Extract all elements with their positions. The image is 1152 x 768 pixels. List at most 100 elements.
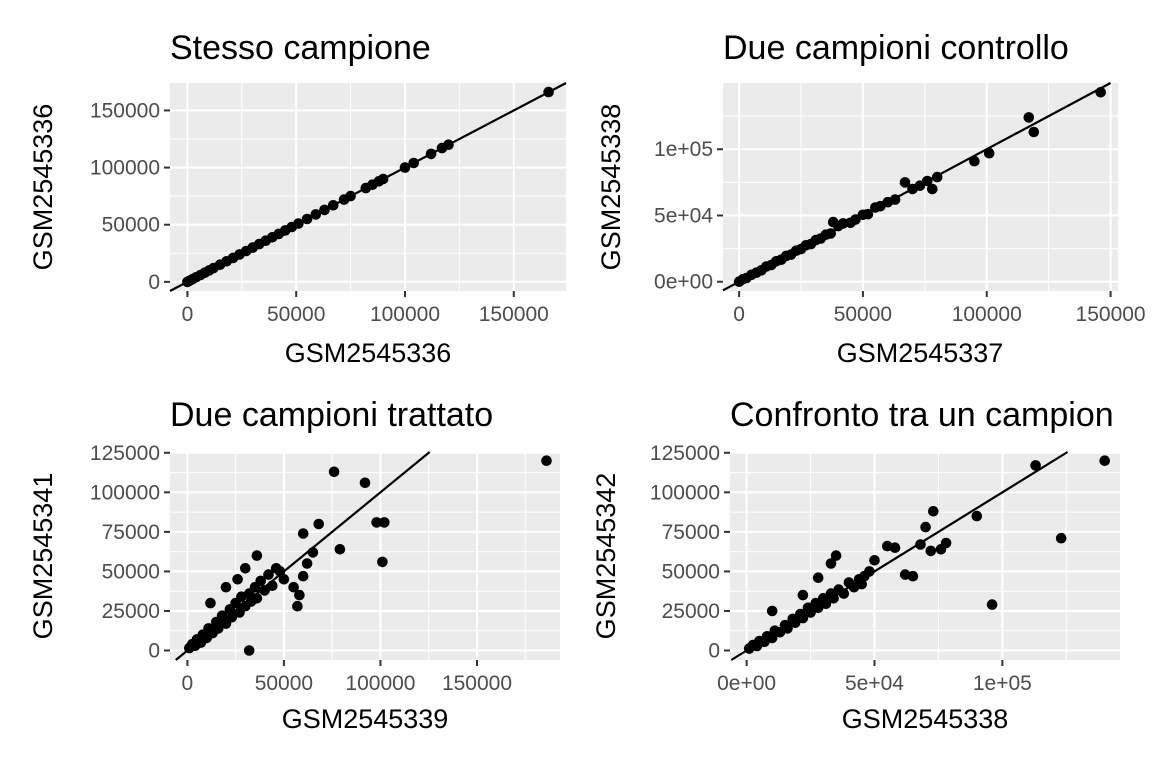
x-axis-ticks: 0e+00 5e+04 1e+05 — [717, 660, 1032, 695]
x-tick-label: 150000 — [479, 303, 549, 326]
y-tick-label: 100000 — [90, 157, 160, 180]
data-point — [820, 598, 832, 610]
data-points — [722, 82, 1112, 292]
y-tick-label: 1e+05 — [654, 138, 713, 161]
y-axis-ticks: 0 25000 50000 75000 100000 125000 — [90, 442, 170, 663]
x-axis-title: GSM2545337 — [837, 338, 1004, 368]
data-point — [797, 612, 809, 624]
data-point — [216, 610, 228, 621]
y-tick-label: 25000 — [102, 600, 160, 623]
data-point — [328, 466, 340, 478]
x-tick-label: 0 — [182, 303, 194, 326]
y-tick-label: 0 — [708, 640, 720, 663]
reference-line — [175, 451, 431, 661]
x-tick-label: 1e+05 — [973, 672, 1032, 695]
data-points — [169, 82, 567, 292]
data-point — [297, 570, 309, 582]
data-point — [243, 645, 255, 656]
x-axis-title: GSM2545339 — [282, 704, 449, 734]
y-tick-label: 100000 — [90, 481, 160, 504]
x-tick-label: 150000 — [1076, 303, 1146, 326]
panel-stesso-campione: Stesso campione 0 50000 100000 150000 0 5000… — [28, 29, 567, 368]
data-point — [797, 589, 809, 601]
x-axis-ticks: 0 50000 100000 150000 — [733, 291, 1146, 326]
data-point — [292, 600, 303, 612]
data-point — [251, 550, 263, 561]
data-point — [830, 550, 842, 561]
x-tick-label: 100000 — [345, 672, 415, 695]
y-tick-label: 25000 — [662, 600, 720, 623]
data-point — [920, 521, 931, 533]
y-axis-title: GSM2545341 — [28, 473, 58, 640]
y-axis-ticks: 0 25000 50000 75000 100000 125000 — [650, 442, 730, 663]
x-tick-label: 100000 — [370, 303, 440, 326]
data-point — [379, 517, 390, 528]
reference-line — [722, 82, 1112, 292]
panel-title: Stesso campione — [170, 29, 431, 67]
data-point — [294, 589, 305, 601]
panel-confronto: Confronto tra un campion 0e+00 5e+04 1e+05… — [591, 396, 1120, 734]
data-point — [940, 537, 952, 549]
y-tick-label: 75000 — [662, 521, 720, 544]
x-tick-label: 50000 — [267, 303, 325, 326]
data-point — [274, 566, 286, 577]
data-point — [927, 183, 938, 195]
data-point — [1055, 532, 1067, 544]
data-point — [205, 597, 216, 609]
y-tick-label: 125000 — [650, 442, 720, 465]
x-tick-label: 50000 — [834, 303, 892, 326]
x-axis-title: GSM2545336 — [285, 338, 452, 368]
data-point — [313, 518, 325, 530]
y-axis-title: GSM2545336 — [28, 104, 58, 271]
data-point — [359, 477, 371, 489]
y-tick-label: 125000 — [90, 442, 160, 465]
y-axis-title: GSM2545338 — [596, 104, 626, 271]
data-point — [789, 617, 801, 629]
panel-title: Confronto tra un campion — [730, 396, 1114, 434]
x-tick-label: 5e+04 — [845, 672, 904, 695]
data-point — [240, 563, 251, 574]
y-tick-label: 50000 — [102, 560, 160, 583]
data-point — [889, 542, 901, 553]
data-point — [969, 155, 980, 167]
y-axis-title: GSM2545342 — [591, 473, 621, 640]
panel-title: Due campioni trattato — [170, 396, 493, 434]
data-point — [925, 545, 937, 557]
y-tick-label: 0 — [148, 271, 160, 294]
data-point — [259, 585, 270, 596]
y-tick-label: 0e+00 — [654, 271, 713, 294]
data-point — [986, 599, 998, 610]
reference-line — [730, 451, 1069, 661]
data-point — [301, 558, 313, 569]
data-point — [371, 517, 382, 528]
x-axis-ticks: 0 50000 100000 150000 — [182, 660, 512, 695]
reference-line — [169, 82, 567, 292]
y-axis-ticks: 0 50000 100000 150000 — [90, 99, 170, 294]
data-point — [928, 506, 939, 517]
gridlines — [723, 83, 1118, 291]
data-point — [907, 570, 919, 582]
data-point — [220, 581, 232, 593]
data-point — [541, 455, 552, 467]
y-tick-label: 50000 — [662, 560, 720, 583]
data-point — [213, 623, 224, 634]
data-point — [334, 544, 346, 555]
data-point — [825, 558, 837, 569]
data-point — [1099, 455, 1110, 467]
x-axis-title: GSM2545338 — [842, 704, 1009, 734]
x-axis-ticks: 0 50000 100000 150000 — [182, 291, 549, 326]
y-tick-label: 5e+04 — [654, 204, 713, 227]
x-tick-label: 150000 — [442, 672, 512, 695]
y-tick-label: 0 — [148, 640, 160, 663]
data-point — [278, 574, 290, 585]
panel-title: Due campioni controllo — [723, 29, 1069, 67]
data-points — [175, 451, 552, 661]
data-point — [899, 177, 911, 188]
data-point — [226, 612, 238, 623]
data-point — [297, 528, 309, 539]
panel-due-campioni-controllo: Due campioni controllo 0 50000 100000 15000… — [596, 29, 1146, 368]
data-point — [869, 555, 880, 566]
data-point — [377, 556, 388, 568]
y-tick-label: 100000 — [650, 481, 720, 504]
